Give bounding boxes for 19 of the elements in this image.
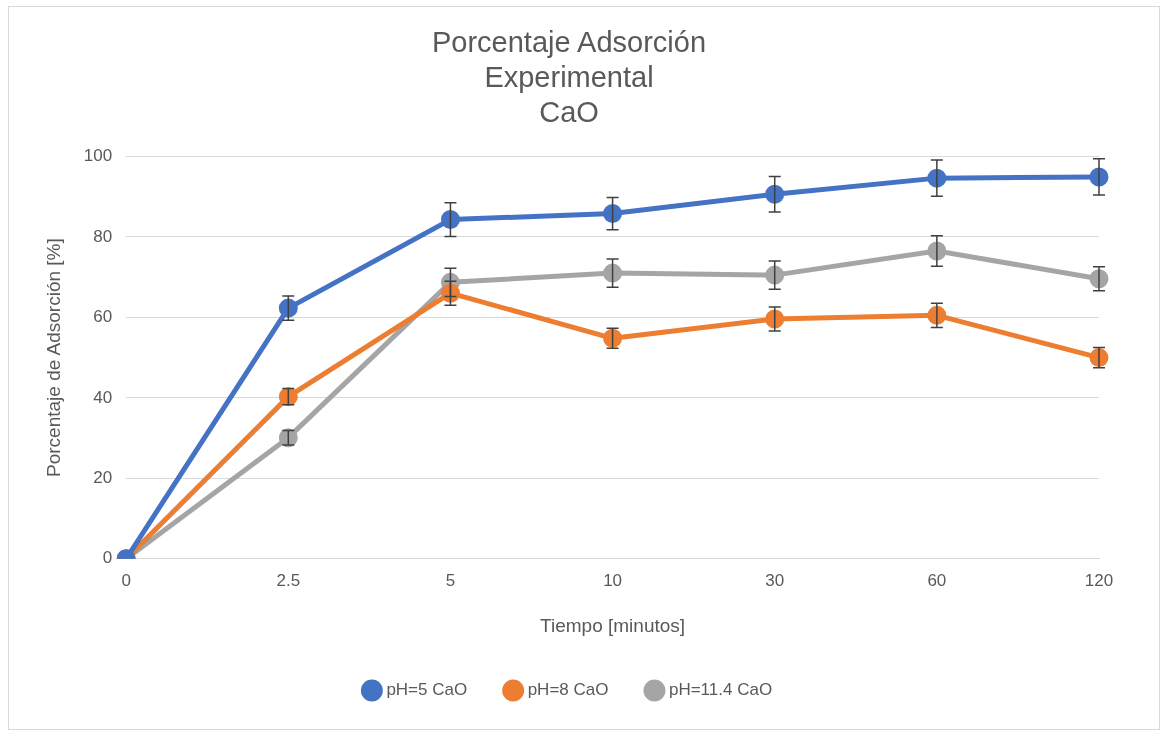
x-tick-label: 0 bbox=[121, 570, 131, 590]
y-tick-label: 60 bbox=[93, 307, 113, 327]
x-tick-label: 2.5 bbox=[276, 570, 301, 590]
y-tick-label: 0 bbox=[102, 548, 113, 568]
x-tick-label: 30 bbox=[765, 570, 785, 590]
y-tick-label: 40 bbox=[93, 387, 113, 407]
x-tick-label: 120 bbox=[1084, 570, 1114, 590]
y-tick-label: 20 bbox=[93, 468, 113, 488]
x-tick-label: 5 bbox=[445, 570, 456, 590]
legend-label: pH=5 CaO bbox=[386, 680, 468, 700]
legend-label: pH=8 CaO bbox=[527, 680, 609, 700]
x-axis-title: Tiempo [minutos] bbox=[540, 614, 686, 636]
y-tick-label: 100 bbox=[83, 146, 113, 166]
y-axis-title: Porcentaje de Adsorción [%] bbox=[42, 238, 64, 477]
chart-title: Porcentaje Adsorción Experimental CaO bbox=[431, 26, 707, 128]
x-tick-label: 10 bbox=[603, 570, 623, 590]
y-tick-label: 80 bbox=[93, 226, 113, 246]
x-tick-label: 60 bbox=[927, 570, 947, 590]
legend-label: pH=11.4 CaO bbox=[668, 680, 773, 700]
